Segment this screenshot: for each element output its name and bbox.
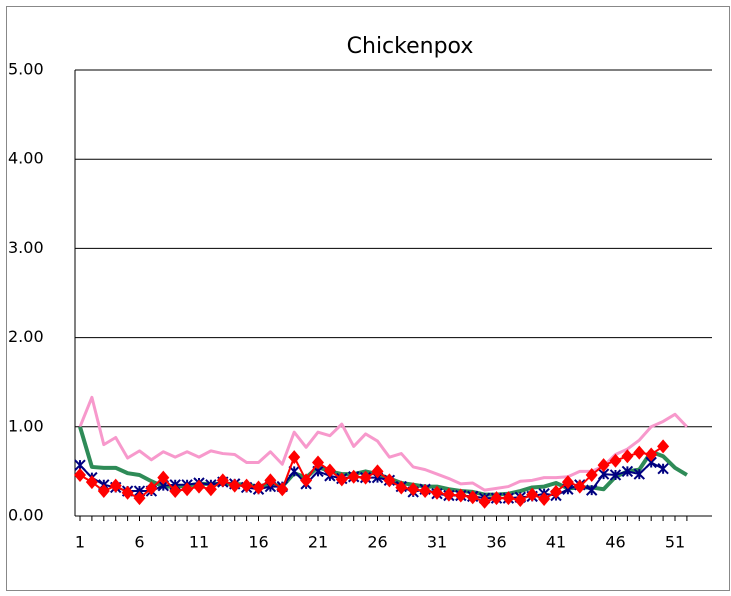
diamond-marker <box>597 458 610 473</box>
diamond-marker <box>85 475 98 490</box>
diamond-marker <box>193 479 205 494</box>
x-marker <box>633 468 646 480</box>
diamond-marker <box>550 484 562 499</box>
diamond-marker <box>157 470 170 485</box>
diamond-marker <box>133 491 146 506</box>
diamond-marker <box>347 469 360 484</box>
x-tick-label: 11 <box>189 533 209 552</box>
x-tick-label: 21 <box>308 533 328 552</box>
chart-border <box>6 6 730 591</box>
diamond-marker <box>252 480 265 495</box>
diamond-marker <box>109 478 122 493</box>
diamond-marker <box>490 491 503 506</box>
diamond-marker <box>621 449 634 464</box>
diamond-marker <box>502 491 515 506</box>
diamond-marker <box>645 447 658 462</box>
y-tick-label: 4.00 <box>8 149 44 168</box>
diamond-marker <box>573 479 586 494</box>
diamond-marker <box>74 467 86 482</box>
y-tick-label: 2.00 <box>8 327 44 346</box>
diamond-marker <box>383 473 396 488</box>
x-marker <box>621 465 634 478</box>
y-tick-label: 0.00 <box>8 506 44 525</box>
diamond-marker <box>264 473 277 488</box>
x-tick-label: 36 <box>486 533 506 552</box>
y-tick-label: 1.00 <box>8 416 44 435</box>
diamond-marker <box>514 492 527 507</box>
diamond-marker <box>288 450 301 465</box>
x-tick-label: 41 <box>546 533 566 552</box>
diamond-marker <box>478 494 491 509</box>
diamond-marker <box>609 453 622 468</box>
series-line <box>78 395 688 492</box>
diamond-marker <box>526 487 539 502</box>
x-marker <box>609 469 622 481</box>
diamond-marker <box>97 484 110 499</box>
diamond-marker <box>538 492 551 507</box>
chart-title: Chickenpox <box>347 34 474 59</box>
diamond-marker <box>657 439 670 454</box>
diamond-marker <box>204 482 217 497</box>
diamond-marker <box>216 473 229 488</box>
diamond-marker <box>371 464 384 479</box>
diamond-marker <box>395 480 408 495</box>
x-tick-label: 46 <box>605 533 625 552</box>
diamond-marker <box>240 478 253 493</box>
x-marker <box>585 484 598 496</box>
x-tick-label: 6 <box>134 533 144 552</box>
x-marker <box>657 463 669 475</box>
diamond-marker <box>419 484 432 499</box>
y-tick-label: 3.00 <box>8 238 44 257</box>
y-tick-label: 5.00 <box>8 60 44 79</box>
diamond-marker <box>561 475 574 490</box>
diamond-marker <box>431 485 443 500</box>
x-tick-label: 1 <box>75 533 85 552</box>
diamond-marker <box>323 463 336 478</box>
diamond-marker <box>359 470 372 485</box>
x-tick-label: 31 <box>427 533 447 552</box>
diamond-marker <box>145 481 158 496</box>
diamond-marker <box>228 478 241 493</box>
x-tick-label: 51 <box>665 533 685 552</box>
diamond-marker <box>181 482 194 497</box>
diamond-marker <box>300 473 313 488</box>
diamond-marker <box>169 484 182 499</box>
diamond-marker <box>335 472 348 487</box>
diamond-marker <box>276 482 289 497</box>
diamond-marker <box>633 445 646 460</box>
diamond-marker <box>585 467 598 482</box>
diamond-marker <box>442 487 455 502</box>
diamond-marker <box>312 455 324 470</box>
diamond-marker <box>121 485 134 500</box>
x-tick-label: 16 <box>248 533 268 552</box>
diamond-marker <box>454 488 467 503</box>
diamond-marker <box>466 490 479 505</box>
diamond-marker <box>407 482 420 497</box>
x-tick-label: 26 <box>367 533 387 552</box>
